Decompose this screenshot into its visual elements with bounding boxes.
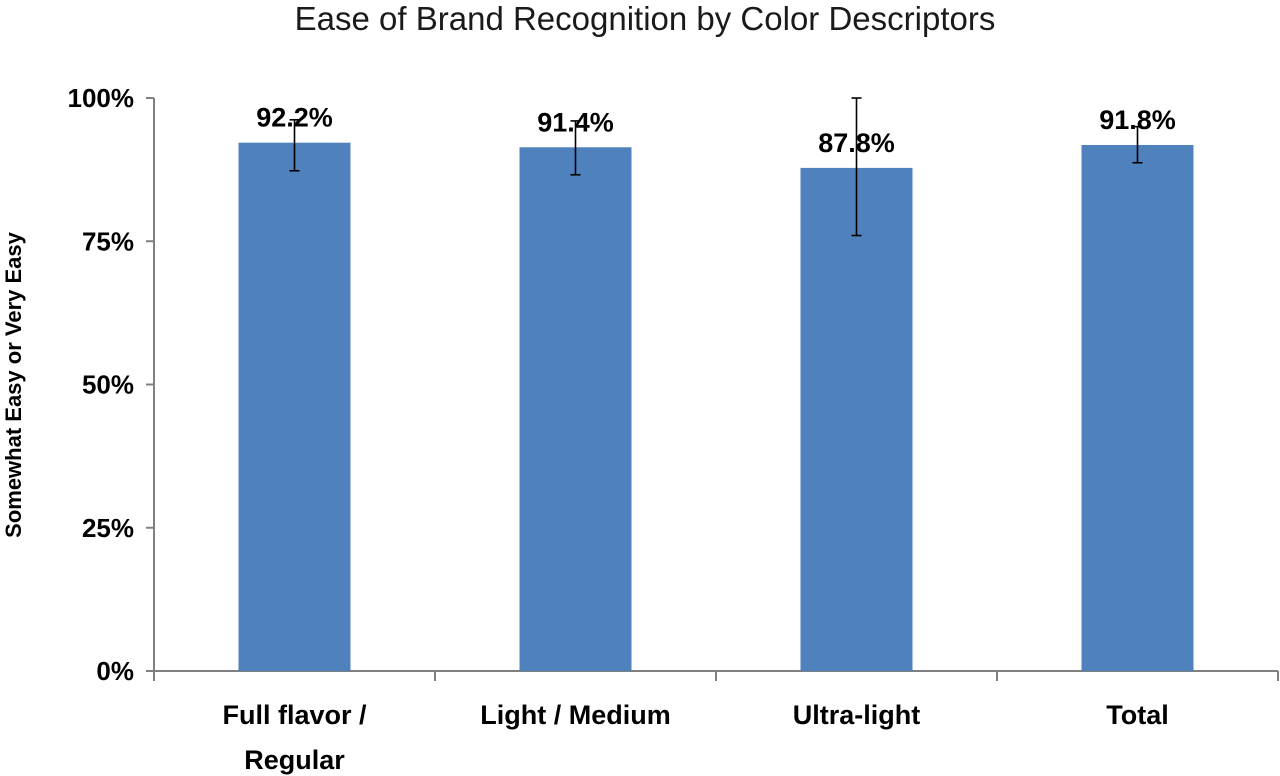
y-tick-label: 50%	[82, 370, 134, 400]
y-axis-label: Somewhat Easy or Very Easy	[1, 231, 26, 537]
y-tick-label: 25%	[82, 513, 134, 543]
y-tick-label: 0%	[96, 656, 134, 686]
x-category-label-line: Ultra-light	[793, 700, 921, 730]
x-category-label: Full flavor / Regular	[222, 700, 367, 775]
x-category-label: Ultra-light	[793, 700, 921, 730]
data-label: 91.8%	[1099, 105, 1176, 135]
plot-area: 0% 25% 50% 75% 100% 92.2% Full flavor / Regular…	[68, 83, 1279, 775]
x-category-label-line: Total	[1106, 700, 1169, 730]
y-tick-label: 75%	[82, 226, 134, 256]
x-category-label-line: Regular	[244, 745, 345, 775]
chart-title: Ease of Brand Recognition by Color Descr…	[295, 0, 996, 37]
data-label: 87.8%	[818, 128, 895, 158]
y-tick-label: 100%	[68, 83, 135, 113]
x-category-label: Total	[1106, 700, 1169, 730]
data-label: 92.2%	[256, 103, 333, 133]
bar	[238, 142, 351, 672]
bar	[800, 167, 913, 671]
bar	[1081, 144, 1194, 672]
x-category-label: Light / Medium	[480, 700, 670, 730]
bar	[519, 147, 632, 671]
data-label: 91.4%	[537, 107, 614, 137]
x-category-label-line: Full flavor /	[222, 700, 367, 730]
x-category-label-line: Light / Medium	[480, 700, 670, 730]
